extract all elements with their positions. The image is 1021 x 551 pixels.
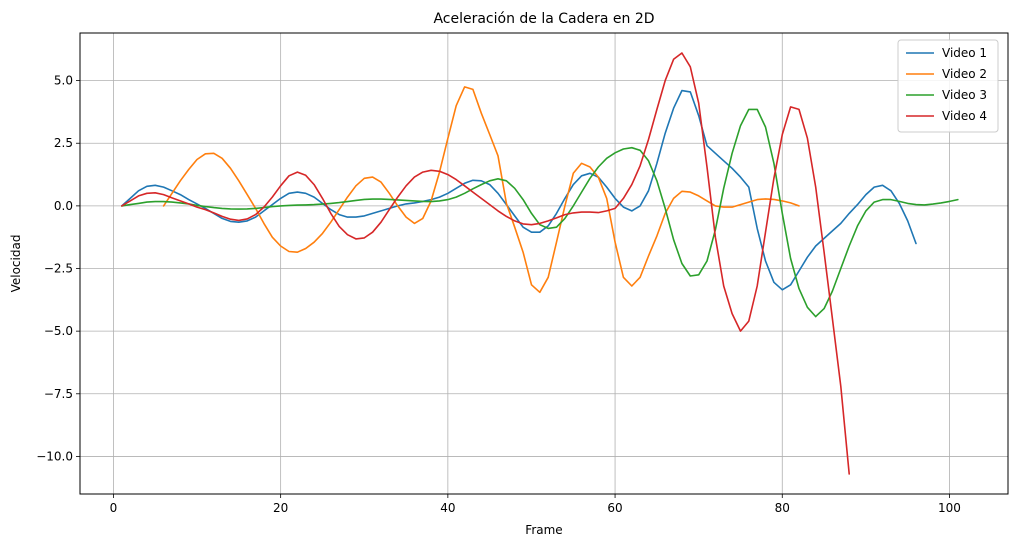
legend-box: [897, 39, 999, 133]
legend: Video 1 Video 2 Video 3 Video 4: [897, 39, 999, 133]
x-tick-label: 0: [110, 501, 118, 515]
x-axis-label: Frame: [525, 523, 562, 537]
y-tick-label: −10.0: [36, 449, 73, 463]
legend-label: Video 1: [942, 46, 987, 60]
x-tick-label: 60: [607, 501, 622, 515]
plot-frame: [79, 32, 1009, 495]
legend-label: Video 4: [942, 109, 987, 123]
x-tick-label: 80: [775, 501, 790, 515]
y-tick-label: 2.5: [54, 136, 73, 150]
legend-label: Video 2: [942, 67, 987, 81]
x-tick-label: 100: [938, 501, 961, 515]
chart-title: Aceleración de la Cadera en 2D: [433, 11, 654, 27]
series-line-video-4: [121, 52, 851, 475]
y-tick-label: −2.5: [44, 262, 73, 276]
y-tick-label: −5.0: [44, 324, 73, 338]
y-tick-label: 5.0: [54, 74, 73, 88]
x-tick-label: 40: [440, 501, 455, 515]
y-tick-label: −7.5: [44, 387, 73, 401]
x-tick-label: 20: [273, 501, 288, 515]
series-line-video-2: [162, 86, 800, 294]
series-line-video-3: [121, 108, 959, 318]
legend-label: Video 3: [942, 88, 987, 102]
series-layer: [121, 52, 959, 475]
y-tick-label: 0.0: [54, 199, 73, 213]
tick-layer: 0 20 40 60 80 100 −10.0 −7.5 −5.0 −2.5 0.0 2.5 5.0: [36, 74, 961, 515]
y-axis-label: Velocidad: [9, 235, 23, 293]
series-line-video-1: [121, 89, 917, 291]
